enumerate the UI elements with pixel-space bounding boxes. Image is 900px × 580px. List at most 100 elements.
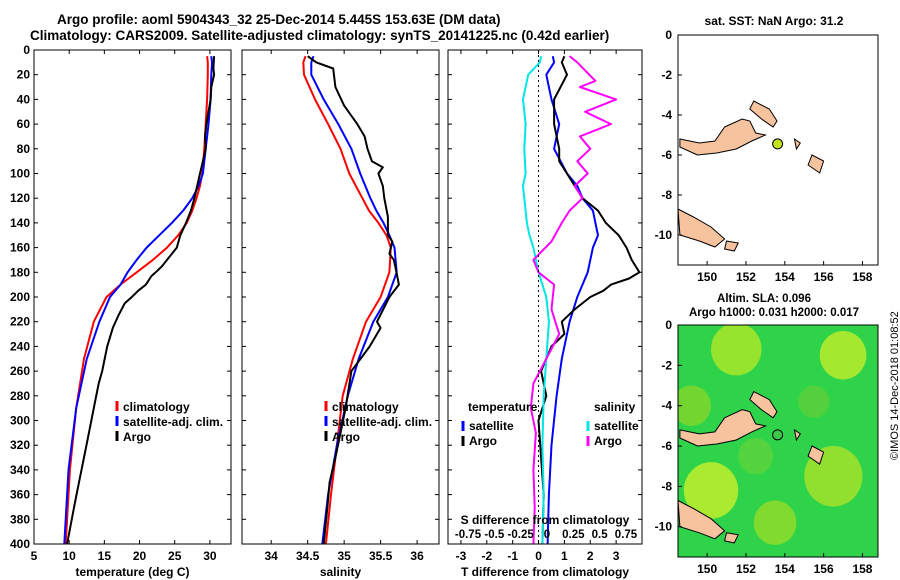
sst-map-ytick-label: 0 <box>665 28 672 42</box>
sla-map-ytick-label: -10 <box>655 520 673 534</box>
diff-xtick-label: 0 <box>535 549 542 563</box>
sla-map-sla-patch <box>798 385 830 418</box>
sst-map-landmass <box>807 154 825 174</box>
sst-map-frame <box>677 34 879 266</box>
depth-tick-label: 200 <box>10 290 30 304</box>
sal-xlabel: salinity <box>320 565 362 579</box>
sst-map-argo-location-marker <box>772 138 784 150</box>
sla-map-sla-patch <box>683 462 739 519</box>
sal-axes-frame <box>241 49 440 545</box>
salinity-diff-tick-label: 0.75 <box>615 529 638 541</box>
sla-map-subtitle: Argo h1000: 0.031 h2000: 0.017 <box>689 307 859 319</box>
sla-map-sla-patch <box>819 331 867 380</box>
temp-xtick-label: 15 <box>98 549 112 563</box>
depth-tick-label: 320 <box>10 438 30 452</box>
depth-tick-label: 180 <box>10 265 30 279</box>
sla-map-landmass <box>678 499 726 540</box>
depth-tick-label: 360 <box>10 488 30 502</box>
sla-map-sla-patch <box>711 325 762 376</box>
temp-series-climatology <box>64 56 209 544</box>
sst-map-landmass <box>793 137 801 151</box>
sst-map-title: sat. SST: NaN Argo: 31.2 <box>705 14 844 28</box>
sla-map-ytick-label: -2 <box>661 358 672 372</box>
sla-map-argo-location-marker <box>772 429 784 441</box>
sst-map-ytick-label: -2 <box>661 68 672 82</box>
sla-map-frame <box>677 324 879 558</box>
sla-map-landmass <box>793 428 801 442</box>
diff-legend-right-label: Argo <box>594 434 622 448</box>
sla-map-sla-patch <box>678 385 712 426</box>
sla-map-xtick-label: 156 <box>814 562 834 576</box>
temp-legend-label: satellite-adj. clim. <box>123 415 223 429</box>
sst-map-landmass <box>679 118 768 156</box>
sst-map-xtick-label: 156 <box>814 270 834 284</box>
sal-series-satellite-adj-clim- <box>310 55 398 544</box>
diff-xtick-label: -2 <box>481 549 492 563</box>
sal-xtick-label: 34 <box>265 549 279 563</box>
sst-map-xtick-label: 152 <box>736 270 756 284</box>
temp-xtick-label: 30 <box>203 549 217 563</box>
depth-tick-label: 60 <box>17 117 31 131</box>
depth-tick-label: 0 <box>23 43 30 57</box>
sst-map-ytick-label: -10 <box>655 228 673 242</box>
temp-series-argo <box>66 56 216 544</box>
sal-xtick-label: 35.5 <box>369 549 393 563</box>
diff-xtick-label: 1 <box>561 549 568 563</box>
sla-map-xtick-label: 154 <box>775 562 795 576</box>
temp-xtick-label: 20 <box>133 549 147 563</box>
diff-legend-left-label: Argo <box>469 434 497 448</box>
temp-xtick-label: 5 <box>31 549 38 563</box>
sal-legend-label: Argo <box>332 430 360 444</box>
figure-title-line1: Argo profile: aoml 5904343_32 25-Dec-201… <box>57 12 501 27</box>
temp-legend-label: Argo <box>123 430 151 444</box>
depth-tick-label: 80 <box>17 142 31 156</box>
temp-legend-label: climatology <box>123 400 190 414</box>
depth-tick-label: 20 <box>17 68 31 82</box>
depth-tick-label: 380 <box>10 512 30 526</box>
sst-map-landmass <box>678 208 726 248</box>
sla-map-title: Altim. SLA: 0.096 <box>717 293 811 305</box>
salinity-diff-tick-label: -0.5 <box>484 529 504 541</box>
sal-xtick-label: 34.5 <box>296 549 320 563</box>
imos-credit: ©IMOS 14-Dec-2018 01:08:52 <box>889 311 900 460</box>
sst-map-landmass <box>749 100 778 128</box>
sst-map-ytick-label: -8 <box>661 188 672 202</box>
depth-tick-label: 400 <box>10 537 30 551</box>
salinity-diff-tick-label: -0.75 <box>455 529 482 541</box>
map-backgrounds <box>678 35 878 557</box>
diff-series-t-satellite <box>545 55 599 544</box>
depth-tick-label: 220 <box>10 315 30 329</box>
sal-xtick-label: 36 <box>410 549 424 563</box>
sal-xtick-label: 35 <box>337 549 351 563</box>
temp-xlabel: temperature (deg C) <box>75 565 189 579</box>
temp-xtick-label: 25 <box>168 549 182 563</box>
depth-tick-label: 240 <box>10 339 30 353</box>
sla-map-ytick-label: -6 <box>661 439 672 453</box>
sst-map-ytick-label: -6 <box>661 148 672 162</box>
sla-map-landmass <box>679 409 768 447</box>
diff-xtick-label: 2 <box>587 549 594 563</box>
diff-series-t-argo <box>537 55 641 544</box>
diff-axes-frame <box>447 49 643 545</box>
plot-lines <box>63 55 641 544</box>
diff-xtick-label: 3 <box>613 549 620 563</box>
sla-map-xtick-label: 150 <box>697 562 717 576</box>
depth-tick-label: 100 <box>10 167 30 181</box>
depth-tick-label: 340 <box>10 463 30 477</box>
map-land <box>678 100 825 544</box>
salinity-diff-axis-label: S difference from climatology <box>461 513 630 527</box>
depth-tick-label: 120 <box>10 191 30 205</box>
plot-labels: 0204060801001201401601802002202402602803… <box>10 14 873 579</box>
sla-map-ytick-label: -4 <box>661 399 672 413</box>
sla-map-sla-patch <box>753 500 797 545</box>
diff-xtick-label: -1 <box>507 549 518 563</box>
diff-legend-right-heading: salinity <box>594 400 636 414</box>
sal-legend-label: satellite-adj. clim. <box>332 415 432 429</box>
diff-series-s-argo <box>529 55 618 544</box>
salinity-diff-tick-label: -0.25 <box>508 529 535 541</box>
salinity-diff-tick-label: 0.5 <box>592 529 609 541</box>
plot-axes <box>33 34 879 558</box>
salinity-diff-tick-label: 0 <box>544 529 550 541</box>
sla-map-xtick-label: 152 <box>736 562 756 576</box>
